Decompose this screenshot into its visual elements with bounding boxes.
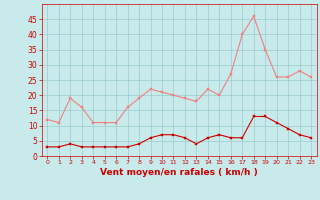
- X-axis label: Vent moyen/en rafales ( km/h ): Vent moyen/en rafales ( km/h ): [100, 168, 258, 177]
